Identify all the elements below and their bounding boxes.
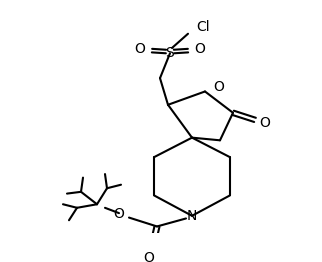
Text: O: O (113, 207, 124, 221)
Text: S: S (166, 46, 175, 60)
Text: O: O (135, 42, 146, 56)
Text: O: O (144, 252, 155, 262)
Text: O: O (194, 42, 205, 56)
Text: N: N (187, 209, 197, 223)
Text: Cl: Cl (196, 20, 210, 34)
Text: O: O (213, 80, 224, 94)
Text: O: O (260, 116, 270, 130)
